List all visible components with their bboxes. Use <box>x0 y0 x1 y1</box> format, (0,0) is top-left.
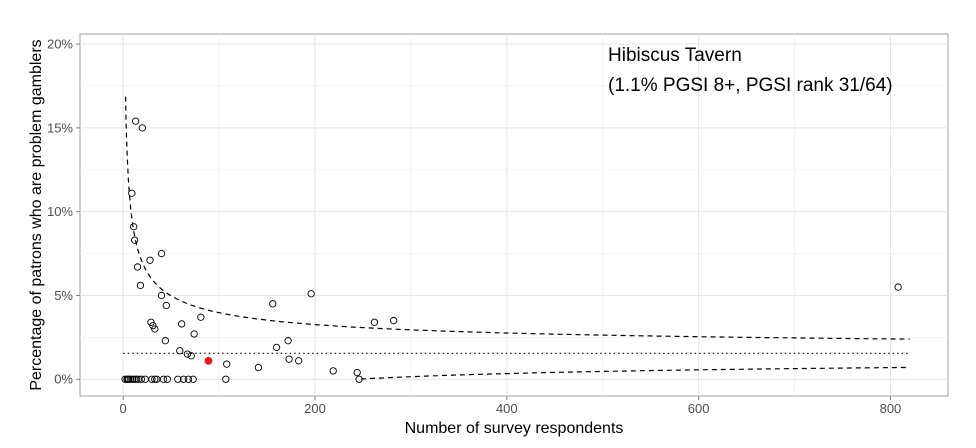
axis-ticks: 0 200 400 600 800 0% 5% 10% 15% 20% <box>47 37 901 416</box>
data-point <box>272 343 281 352</box>
data-point <box>131 236 139 244</box>
lower-confidence-curve <box>360 366 910 380</box>
x-axis-title: Number of survey respondents <box>405 420 624 437</box>
data-point <box>222 375 230 383</box>
data-point <box>157 249 166 258</box>
y-tick-label: 5% <box>54 288 73 303</box>
data-point <box>131 117 140 125</box>
data-point <box>284 337 292 345</box>
data-point <box>127 375 135 383</box>
data-point <box>157 291 166 300</box>
data-point <box>183 350 192 358</box>
annotation-venue-name: Hibiscus Tavern <box>608 45 742 66</box>
gridlines <box>80 34 948 396</box>
data-point <box>121 375 129 383</box>
data-point <box>269 300 277 308</box>
data-point <box>329 367 337 375</box>
data-point <box>128 189 136 197</box>
y-tick-label: 15% <box>47 120 73 135</box>
data-point <box>174 375 182 383</box>
data-point <box>132 375 141 383</box>
data-point <box>295 357 303 365</box>
annotation-venue-stats: (1.1% PGSI 8+, PGSI rank 31/64) <box>608 75 893 96</box>
x-tick-label: 800 <box>880 401 902 416</box>
data-point <box>189 375 197 383</box>
data-point <box>184 375 193 383</box>
data-point <box>355 375 363 383</box>
data-point <box>285 355 293 363</box>
highlighted-venue-point <box>204 356 213 365</box>
x-tick-label: 400 <box>496 401 518 416</box>
y-tick-label: 0% <box>54 372 73 387</box>
data-point <box>161 337 170 345</box>
data-point <box>190 330 198 338</box>
data-point <box>163 375 171 383</box>
data-point <box>353 368 361 377</box>
data-point <box>129 375 137 383</box>
data-point <box>125 375 133 383</box>
y-tick-label: 20% <box>47 37 73 52</box>
data-point <box>389 316 398 325</box>
data-point <box>151 375 159 383</box>
panel-border <box>79 33 949 397</box>
data-point <box>176 347 184 355</box>
data-point <box>179 375 188 383</box>
data-point <box>151 325 159 333</box>
funnel-curves <box>123 96 910 380</box>
data-point <box>197 313 205 321</box>
data-point <box>894 283 902 291</box>
data-point <box>254 363 263 372</box>
data-point <box>162 301 170 310</box>
x-tick-label: 200 <box>304 401 326 416</box>
data-point <box>223 360 231 368</box>
data-point <box>178 320 186 328</box>
y-tick-label: 10% <box>47 204 73 219</box>
y-axis-title: Percentage of patrons who are problem ga… <box>28 39 45 390</box>
data-point <box>370 318 379 326</box>
data-point <box>136 281 145 290</box>
data-point <box>133 263 142 271</box>
data-point <box>138 124 146 132</box>
x-tick-label: 0 <box>120 401 127 416</box>
data-point <box>187 352 195 360</box>
data-point <box>159 375 168 383</box>
data-point <box>130 223 138 231</box>
x-tick-label: 600 <box>688 401 710 416</box>
data-point <box>137 375 146 383</box>
data-point <box>307 290 315 298</box>
data-point <box>146 256 154 264</box>
data-point <box>148 375 156 383</box>
data-points <box>121 117 902 383</box>
